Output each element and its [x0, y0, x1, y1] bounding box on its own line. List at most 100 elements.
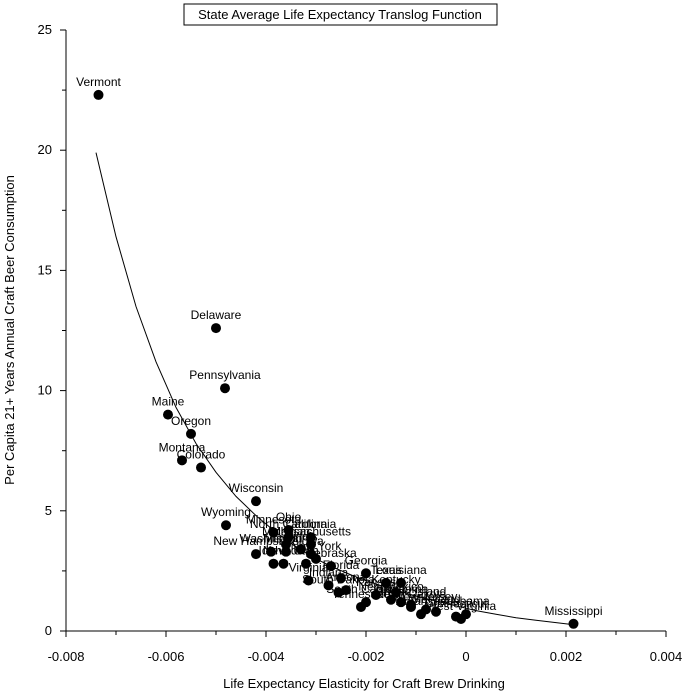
data-point [281, 539, 291, 550]
point-label: Nevada [263, 544, 305, 558]
data-point [177, 455, 187, 466]
y-tick-label: 5 [45, 503, 52, 518]
data-point [251, 496, 261, 507]
chart-title-box: State Average Life Expectancy Translog F… [183, 3, 498, 26]
data-point [283, 525, 294, 536]
y-tick-label: 20 [38, 142, 52, 157]
data-point [266, 546, 276, 557]
point-label: Oregon [171, 414, 211, 428]
data-point [371, 589, 381, 600]
data-point [278, 558, 289, 569]
point-label: California [286, 517, 337, 531]
point-label: New Jersey [395, 589, 458, 603]
x-tick-label: 0.002 [550, 649, 583, 664]
y-tick-label: 10 [38, 383, 52, 398]
point-label: Massachusetts [271, 524, 351, 538]
y-tick-label: 15 [38, 262, 52, 277]
point-label: Louisiana [375, 563, 427, 577]
data-point [391, 587, 401, 598]
point-label: Kentucky [371, 573, 420, 587]
point-label: New York [291, 539, 343, 553]
point-label: Maine [152, 395, 185, 409]
point-label: Delaware [191, 308, 242, 322]
data-point [396, 597, 406, 608]
fit-curve-layer [95, 152, 577, 626]
x-tick-label: -0.006 [148, 649, 185, 664]
point-label: Tennessee [332, 587, 390, 601]
point-label: Idaho [258, 544, 288, 558]
data-point [431, 606, 441, 617]
point-label: Nebraska [305, 546, 357, 560]
point-label: North Carolina [250, 517, 328, 531]
x-tick-label: -0.002 [348, 649, 385, 664]
data-point [356, 601, 366, 612]
data-point [381, 577, 391, 588]
point-label: Alabama [442, 594, 490, 608]
data-point [406, 599, 416, 610]
x-tick-label: -0.004 [248, 649, 285, 664]
data-point [306, 539, 316, 550]
point-label: Utah [293, 544, 318, 558]
data-point [281, 546, 291, 557]
axis-ticks: -0.008 -0.006 -0.004 -0.002 0 0.002 0.004 0 5 10 1… [38, 22, 683, 664]
point-label: Vermont [76, 75, 121, 89]
data-point [301, 558, 311, 569]
data-point [196, 462, 206, 473]
data-point [163, 409, 173, 420]
data-point [333, 587, 344, 598]
data-point [336, 573, 346, 584]
point-label: Florida [323, 558, 360, 572]
point-label: Minnesota [246, 512, 302, 526]
point-label: South Dakota [302, 573, 375, 587]
point-label: Virginia [289, 561, 329, 575]
point-label: Illinois [284, 529, 317, 543]
data-point [303, 575, 314, 586]
data-point [93, 89, 104, 100]
point-label: North Dakota [376, 587, 447, 601]
point-label: Wisconsin [229, 481, 284, 495]
point-label: Missouri [264, 532, 309, 546]
x-tick-label: 0 [462, 649, 469, 664]
x-axis-title: Life Expectancy Elasticity for Craft Bre… [223, 676, 505, 691]
data-point [186, 428, 196, 439]
data-point [268, 558, 279, 569]
data-point [568, 618, 579, 629]
data-point [311, 553, 321, 564]
point-label: Texas [370, 563, 401, 577]
points-layer [93, 89, 579, 629]
data-point [416, 609, 426, 620]
chart-title: State Average Life Expectancy Translog F… [198, 7, 482, 22]
data-point [268, 527, 279, 538]
point-label: Georgia [345, 553, 388, 567]
point-label: Wyoming [201, 505, 251, 519]
data-point [251, 549, 261, 560]
point-label: Arizona [326, 570, 367, 584]
point-label: Arkansas [396, 594, 446, 608]
point-label: Colorado [177, 448, 226, 462]
y-tick-label: 25 [38, 22, 52, 37]
data-point [221, 520, 231, 531]
y-axis-title: Per Capita 21+ Years Annual Craft Beer C… [2, 175, 17, 485]
data-point [396, 577, 406, 588]
x-tick-label: -0.008 [48, 649, 85, 664]
point-label: Montana [159, 440, 206, 454]
point-label: Kansas [356, 575, 396, 589]
data-point [456, 613, 466, 624]
point-label: Pennsylvania [189, 368, 261, 382]
point-label: Ohio [276, 510, 302, 524]
point-label: New Mexico [358, 580, 424, 594]
data-point [296, 544, 306, 555]
data-point [211, 323, 221, 334]
data-point [341, 585, 351, 596]
x-tick-label: 0.004 [650, 649, 683, 664]
point-label: Maryland [411, 592, 460, 606]
y-tick-label: 0 [45, 623, 52, 638]
point-label: Iowa [298, 534, 324, 548]
fit-curve-line [95, 152, 577, 626]
point-label: New Hampshire [213, 534, 299, 548]
point-label: Rhode Island [376, 585, 447, 599]
data-point [326, 561, 336, 572]
point-label: Indiana [309, 565, 349, 579]
data-point [386, 594, 396, 605]
